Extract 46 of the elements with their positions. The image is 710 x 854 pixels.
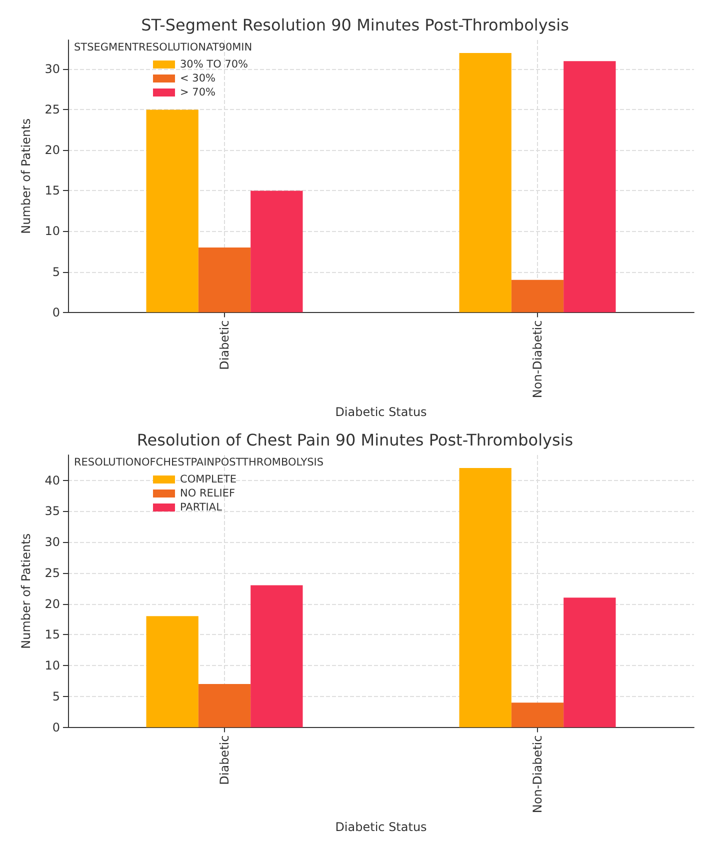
y-tick-label: 40 [44,473,60,488]
y-tick-label: 25 [44,566,60,580]
y-tick-label: 20 [44,596,60,611]
bar [250,190,303,312]
bar [511,280,564,312]
y-tick-label: 30 [44,62,60,76]
bar [198,684,251,728]
legend-label: PARTIAL [180,502,222,514]
y-axis-title: Number of Patients [19,533,33,649]
y-tick-label: 15 [44,628,60,642]
bar [459,468,512,728]
y-tick-label: 10 [44,658,60,673]
y-tick-label: 20 [44,143,60,158]
y-tick-label: 35 [44,504,60,518]
legend-label: < 30% [180,72,216,84]
x-tick-label: Non-Diabetic [530,320,544,398]
y-tick-label: 25 [44,102,60,117]
bar [146,616,198,728]
legend-label: > 70% [180,86,216,98]
legend-label: COMPLETE [180,474,237,486]
x-tick-label: Diabetic [218,320,232,370]
bar [198,247,251,312]
y-tick-label: 30 [44,535,60,550]
y-tick-label: 10 [44,224,60,238]
x-tick-label: Non-Diabetic [530,735,544,814]
legend-title: RESOLUTIONOFCHESTPAINPOSTTHROMBOLYSIS [74,456,324,468]
bar [459,52,512,312]
bar [564,598,616,728]
y-tick-label: 0 [52,720,60,734]
bar [250,585,303,728]
bar [146,110,198,312]
x-axis-title: Diabetic Status [335,405,427,419]
y-tick-label: 15 [44,184,60,198]
chart-title: Resolution of Chest Pain 90 Minutes Post-Thrombolysis [136,430,574,450]
legend-label: NO RELIEF [180,488,236,500]
x-axis-title: Diabetic Status [335,820,427,834]
y-tick-label: 5 [52,264,60,279]
chart-title: ST-Segment Resolution 90 Minutes Post-Thrombolysis [141,16,569,34]
legend-label: 30% TO 70% [180,58,248,70]
y-tick-label: 5 [52,689,60,704]
bar [511,702,564,728]
bar [564,61,616,312]
legend-title: STSEGMENTRESOLUTIONAT90MIN [74,42,252,54]
y-axis-title: Number of Patients [19,118,33,234]
y-tick-label: 0 [52,305,60,320]
x-tick-label: Diabetic [218,735,232,785]
